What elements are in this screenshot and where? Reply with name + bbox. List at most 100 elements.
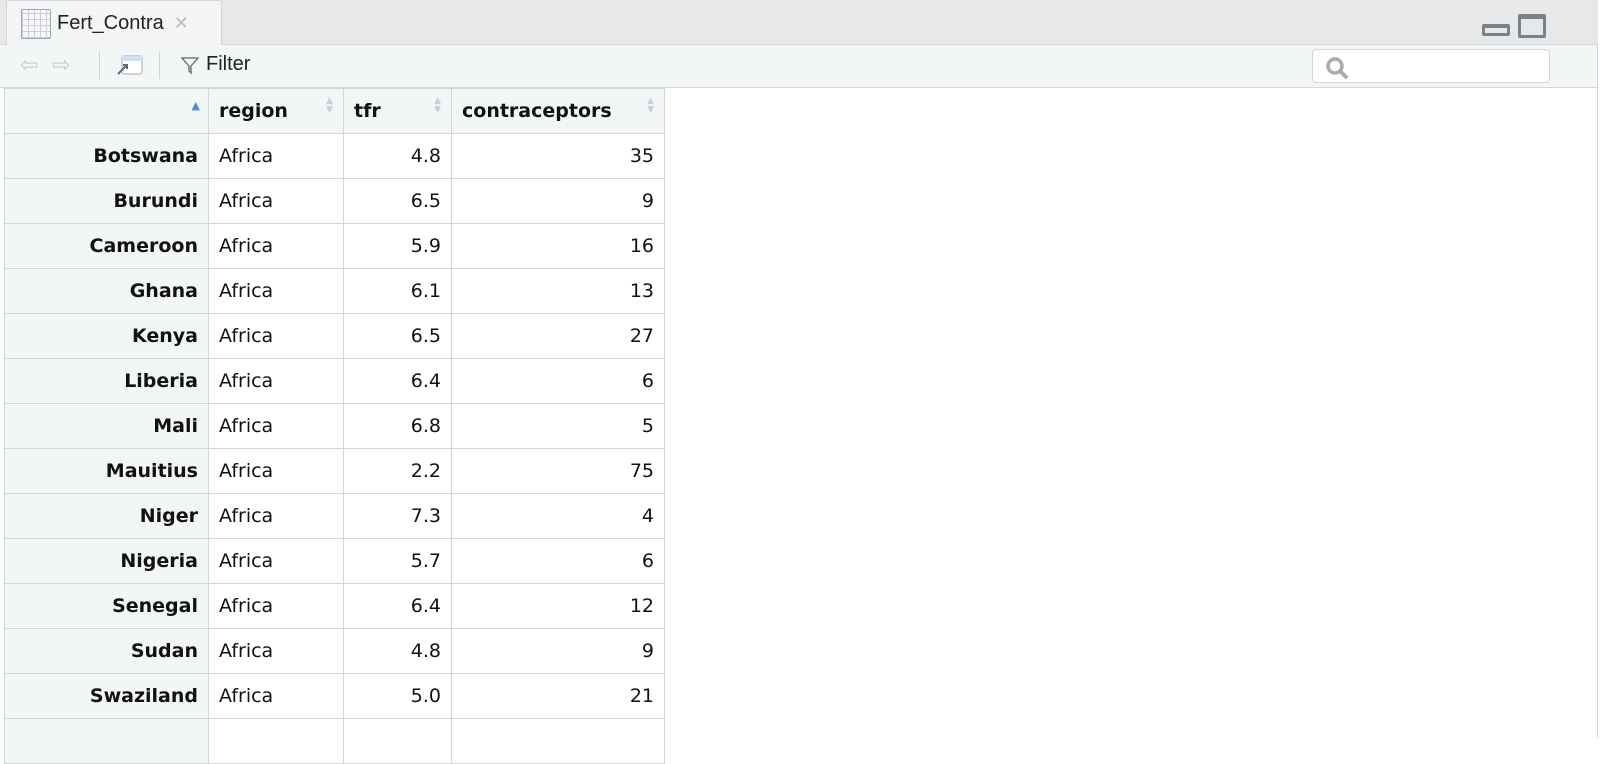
table-row: Botswana Africa 4.8 35 [4,133,665,179]
table-cell: 4.8 [343,628,452,674]
table-cell: Africa [208,268,344,314]
column-header-contraceptors[interactable]: contraceptors ▲ ▼ [451,88,665,134]
table-cell: 6.8 [343,403,452,449]
table-cell: Africa [208,403,344,449]
tab-bar: Fert_Contra ✕ [0,0,1598,46]
row-name-cell: Nigeria [4,538,209,584]
table-cell: 2.2 [343,448,452,494]
popout-window-icon[interactable] [114,54,144,84]
row-name-cell: Liberia [4,358,209,404]
row-name-cell: Swaziland [4,673,209,719]
table-cell: 4 [451,493,665,539]
table-row: Mauitius Africa 2.2 75 [4,448,665,494]
table-row: Senegal Africa 6.4 12 [4,583,665,629]
table-row-partial [4,718,665,764]
table-cell: 21 [451,673,665,719]
table-row: Liberia Africa 6.4 6 [4,358,665,404]
table-row: Burundi Africa 6.5 9 [4,178,665,224]
table-cell: 35 [451,133,665,179]
row-name-cell: Botswana [4,133,209,179]
minimize-pane-icon[interactable] [1482,24,1510,36]
table-cell: Africa [208,178,344,224]
table-row: Ghana Africa 6.1 13 [4,268,665,314]
maximize-pane-icon[interactable] [1518,14,1546,38]
table-cell: Africa [208,673,344,719]
table-cell: 6.5 [343,313,452,359]
table-cell: 13 [451,268,665,314]
column-header-rownames[interactable]: ▲ [4,88,209,134]
table-row: Swaziland Africa 5.0 21 [4,673,665,719]
table-cell: 6 [451,538,665,584]
table-row: Kenya Africa 6.5 27 [4,313,665,359]
table-cell [4,718,209,764]
row-name-cell: Niger [4,493,209,539]
table-cell: Africa [208,448,344,494]
table-cell: 5.9 [343,223,452,269]
table-cell: 75 [451,448,665,494]
row-name-cell: Mauitius [4,448,209,494]
tab-title: Fert_Contra [57,12,164,34]
table-cell: Africa [208,538,344,584]
sort-icon: ▲ ▼ [326,96,333,115]
column-label: region [219,100,288,122]
table-cell: 4.8 [343,133,452,179]
column-header-region[interactable]: region ▲ ▼ [208,88,344,134]
column-header-tfr[interactable]: tfr ▲ ▼ [343,88,452,134]
table-cell: 9 [451,178,665,224]
row-name-cell: Burundi [4,178,209,224]
table-cell: Africa [208,133,344,179]
filter-label: Filter [206,53,251,75]
table-cell [343,718,452,764]
search-input[interactable] [1312,49,1550,83]
row-name-cell: Cameroon [4,223,209,269]
divider [159,51,160,79]
data-table: ▲ region ▲ ▼ tfr ▲ ▼ contraceptors ▲ ▼ Botswan… [4,88,665,764]
table-cell [208,718,344,764]
table-cell: Africa [208,493,344,539]
table-cell: Africa [208,358,344,404]
forward-arrow-icon[interactable]: ⇨ [52,53,71,78]
table-row: Mali Africa 6.8 5 [4,403,665,449]
table-cell: 6.5 [343,178,452,224]
table-cell: 6.4 [343,358,452,404]
row-name-cell: Kenya [4,313,209,359]
table-cell: 7.3 [343,493,452,539]
table-cell: Africa [208,583,344,629]
filter-button[interactable]: Filter [180,53,250,76]
table-cell: 5 [451,403,665,449]
sort-icon: ▲ ▼ [434,96,441,115]
table-grid-icon [21,8,51,39]
table-cell: 6.4 [343,583,452,629]
column-label: tfr [354,100,381,122]
table-row: Cameroon Africa 5.9 16 [4,223,665,269]
table-cell: 5.0 [343,673,452,719]
table-cell: 6.1 [343,268,452,314]
search-icon [1326,57,1349,80]
table-cell: 6 [451,358,665,404]
table-cell: 5.7 [343,538,452,584]
table-cell: 12 [451,583,665,629]
table-cell: 27 [451,313,665,359]
row-name-cell: Mali [4,403,209,449]
table-cell: Africa [208,628,344,674]
sort-icon: ▲ ▼ [647,96,654,115]
table-cell: Africa [208,223,344,269]
table-cell [451,718,665,764]
back-arrow-icon[interactable]: ⇦ [20,53,39,78]
filter-icon [180,56,200,75]
divider [99,51,100,79]
row-name-cell: Senegal [4,583,209,629]
tab-fert-contra[interactable]: Fert_Contra ✕ [6,0,222,46]
table-cell: Africa [208,313,344,359]
close-icon[interactable]: ✕ [173,13,189,34]
row-name-cell: Sudan [4,628,209,674]
toolbar: ⇦ ⇨ Filter [0,45,1598,88]
table-row: Niger Africa 7.3 4 [4,493,665,539]
sort-ascending-icon: ▲ [191,99,200,112]
table-row: Nigeria Africa 5.7 6 [4,538,665,584]
table-cell: 16 [451,223,665,269]
table-cell: 9 [451,628,665,674]
table-row: Sudan Africa 4.8 9 [4,628,665,674]
column-label: contraceptors [462,100,612,122]
row-name-cell: Ghana [4,268,209,314]
